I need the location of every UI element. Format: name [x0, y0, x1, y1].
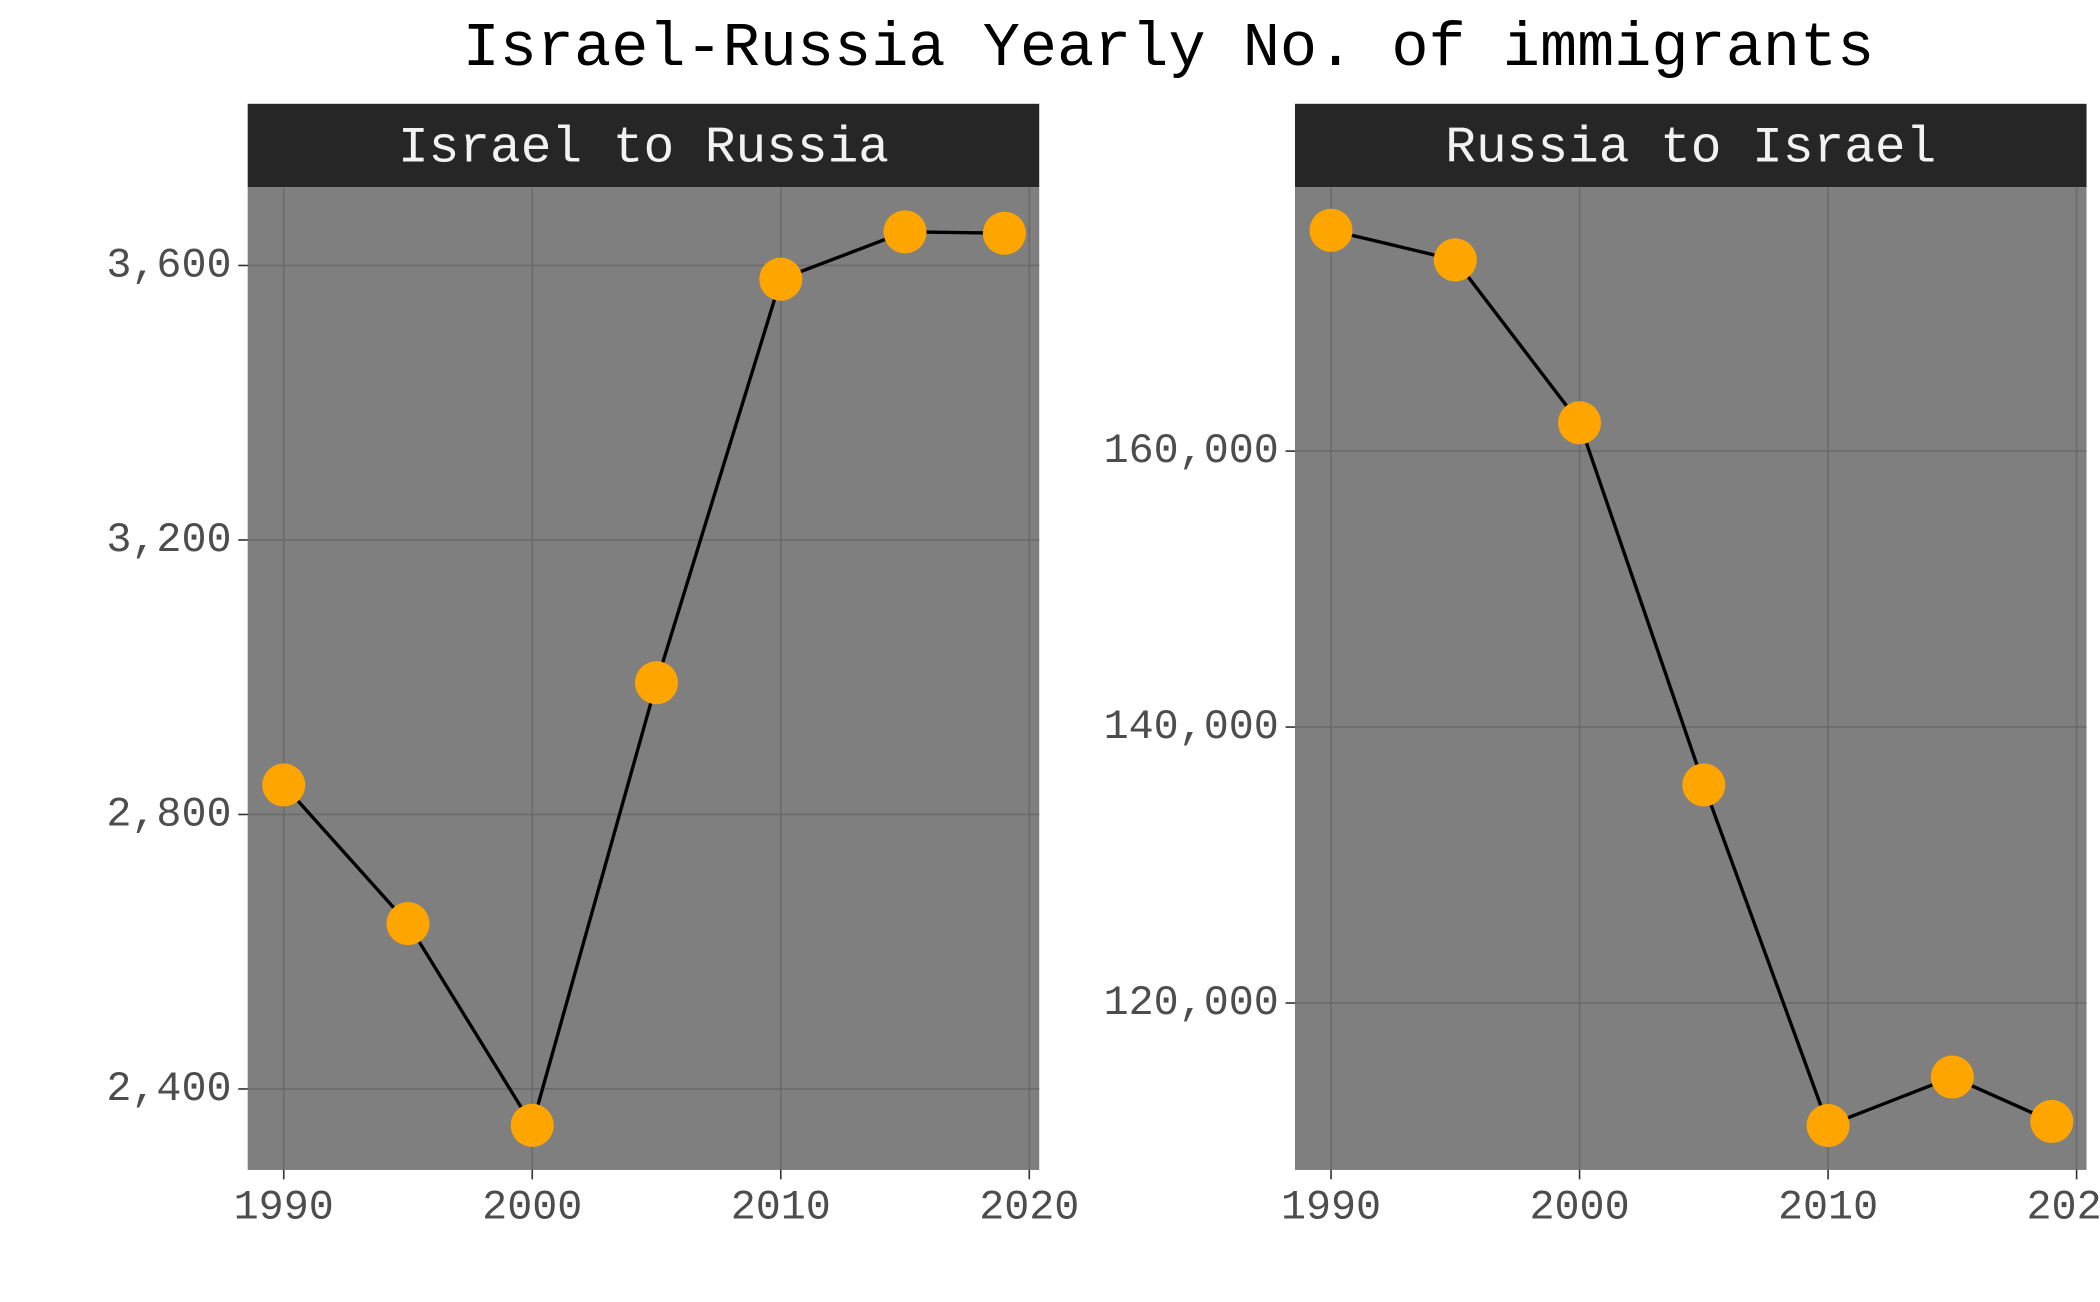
x-tick-label: 1990: [1281, 1184, 1381, 1232]
x-tick-label: 2020: [979, 1184, 1079, 1232]
y-tick-label: 160,000: [1104, 427, 1279, 475]
point: [262, 763, 306, 807]
y-tick-label: 2,800: [106, 790, 231, 838]
point: [1433, 238, 1477, 282]
point: [634, 661, 679, 705]
strip: [1295, 103, 2087, 188]
y-tick-label: 3,200: [106, 516, 231, 564]
y-tick-label: 140,000: [1104, 703, 1279, 751]
x-tick-label: 2000: [482, 1184, 582, 1232]
panel-title: Russia to Israel: [1445, 120, 1936, 178]
panel-title: Israel to Russia: [398, 120, 889, 178]
chart-title: Israel-Russia Yearly No. of immigrants: [463, 13, 1875, 84]
point: [1309, 208, 1353, 252]
x-tick-label: 2010: [731, 1184, 831, 1232]
y-tick-label: 3,600: [106, 241, 231, 289]
point: [2030, 1099, 2074, 1144]
x-tick-label: 2010: [1778, 1184, 1878, 1232]
y-tick-label: 2,400: [106, 1065, 231, 1113]
point: [386, 902, 430, 946]
y-tick-label: 120,000: [1104, 979, 1279, 1027]
panel-background: [1295, 187, 2087, 1170]
point: [883, 210, 927, 254]
x-tick-label: 2000: [1529, 1184, 1629, 1232]
point: [510, 1103, 554, 1147]
point: [982, 211, 1026, 255]
point: [759, 257, 803, 301]
point: [1806, 1103, 1850, 1148]
point: [1930, 1055, 1974, 1099]
x-tick-label: 2020: [2027, 1184, 2100, 1232]
point: [1682, 763, 1726, 807]
strip: [247, 103, 1040, 188]
point: [1558, 401, 1602, 445]
x-tick-label: 1990: [234, 1184, 334, 1232]
